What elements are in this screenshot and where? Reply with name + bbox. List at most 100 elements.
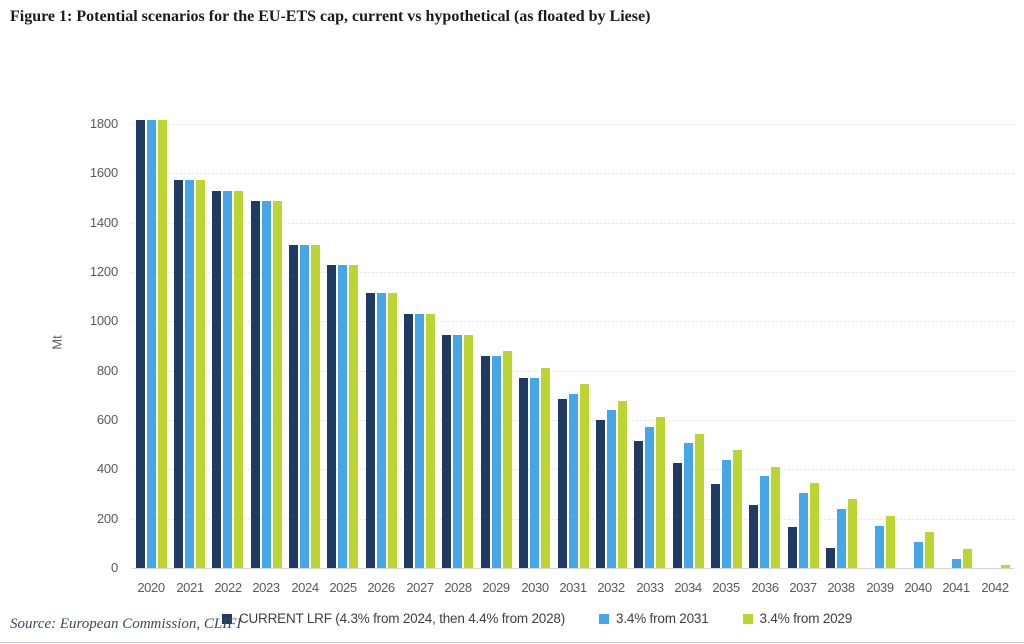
y-axis-title: Mt <box>49 335 65 350</box>
y-tick-label-600: 600 <box>96 412 118 427</box>
bar-2034-series2 <box>684 443 693 568</box>
y-tick-label-800: 800 <box>96 362 118 378</box>
bar-2036-series3 <box>771 467 780 568</box>
bar-2037-series3 <box>810 483 819 568</box>
gridline-1200 <box>132 272 1014 273</box>
y-tick-label-1000: 1000 <box>89 313 118 329</box>
x-tick-label-2041: 2041 <box>942 580 970 595</box>
x-tick-label-2029: 2029 <box>482 580 510 595</box>
bar-2022-series2 <box>223 191 232 568</box>
ets-cap-chart: Mt 0 200 400 600 800 1000 1200 1400 1600 1800 202… <box>0 40 1024 626</box>
bar-2041-series2 <box>952 559 961 568</box>
bar-2040-series2 <box>914 542 923 568</box>
bar-2032-series1 <box>596 420 605 568</box>
legend-item-3: 3.4% from 2029 <box>742 611 853 626</box>
bar-2032-series2 <box>607 410 616 568</box>
bar-2028-series1 <box>442 335 451 568</box>
plot-area <box>132 120 1014 569</box>
legend-label: 3.4% from 2031 <box>616 611 709 626</box>
x-tick-label-2025: 2025 <box>329 580 357 595</box>
x-tick-label-2038: 2038 <box>827 580 855 595</box>
bar-2038-series1 <box>826 548 835 568</box>
y-tick-label-0: 0 <box>110 560 118 575</box>
bar-2024-series2 <box>300 245 309 568</box>
x-tick-label-2024: 2024 <box>291 580 319 595</box>
bar-2036-series1 <box>749 505 758 568</box>
bar-2020-series2 <box>147 120 156 568</box>
legend-label: 3.4% from 2029 <box>759 611 853 626</box>
bar-2031-series2 <box>569 394 578 568</box>
bar-2039-series2 <box>875 526 884 568</box>
bar-2033-series1 <box>634 441 643 568</box>
x-tick-label-2034: 2034 <box>674 580 702 595</box>
bar-2021-series2 <box>185 180 194 568</box>
y-tick-label-1400: 1400 <box>89 214 118 230</box>
bar-2027-series2 <box>415 314 424 568</box>
y-tick-label-400: 400 <box>96 461 118 477</box>
bar-2022-series3 <box>234 191 243 568</box>
bar-2034-series3 <box>695 434 704 568</box>
bar-2025-series1 <box>327 265 336 568</box>
bar-2024-series1 <box>289 245 298 568</box>
gridline-800 <box>132 370 1014 372</box>
bar-2037-series1 <box>788 527 797 568</box>
bar-2040-series3 <box>925 532 934 568</box>
legend-swatch-icon <box>599 613 610 624</box>
bar-2037-series2 <box>799 493 808 568</box>
bar-2028-series2 <box>453 335 462 568</box>
bar-2027-series3 <box>426 314 435 568</box>
x-tick-label-2020: 2020 <box>137 580 165 595</box>
gridline-1600 <box>132 173 1014 175</box>
bar-2033-series2 <box>645 427 654 568</box>
bar-2029-series3 <box>503 351 512 568</box>
bar-2026-series2 <box>377 293 386 568</box>
bar-2020-series1 <box>136 120 145 568</box>
bar-2036-series2 <box>760 476 769 568</box>
legend-swatch-icon <box>742 613 753 624</box>
x-tick-label-2031: 2031 <box>559 580 587 595</box>
bar-2030-series3 <box>541 368 550 568</box>
x-tick-label-2039: 2039 <box>866 580 894 595</box>
bar-2038-series3 <box>848 499 857 568</box>
bar-2035-series3 <box>733 450 742 568</box>
bar-2030-series2 <box>530 378 539 568</box>
bar-2041-series3 <box>963 549 972 568</box>
x-tick-label-2040: 2040 <box>904 580 932 595</box>
bar-2027-series1 <box>404 314 413 568</box>
bar-2029-series1 <box>481 356 490 568</box>
x-tick-label-2037: 2037 <box>789 580 817 595</box>
x-tick-label-2023: 2023 <box>252 580 280 595</box>
bar-2026-series3 <box>388 293 397 568</box>
bar-2032-series3 <box>618 401 627 568</box>
bar-2033-series3 <box>656 417 665 568</box>
figure-title: Figure 1: Potential scenarios for the EU… <box>10 8 651 25</box>
bar-2023-series3 <box>273 201 282 568</box>
x-tick-label-2026: 2026 <box>367 580 395 595</box>
x-tick-label-2027: 2027 <box>406 580 434 595</box>
x-tick-label-2035: 2035 <box>712 580 740 595</box>
x-tick-label-2022: 2022 <box>214 580 242 595</box>
bar-2039-series3 <box>886 516 895 568</box>
bar-2023-series2 <box>262 201 271 568</box>
x-tick-label-2030: 2030 <box>521 580 549 595</box>
bar-2034-series1 <box>673 463 682 568</box>
bar-2035-series2 <box>722 460 731 568</box>
bar-2028-series3 <box>464 335 473 568</box>
bottom-divider <box>0 642 1024 643</box>
legend-swatch-icon <box>221 613 232 624</box>
legend-label: CURRENT LRF (4.3% from 2024, then 4.4% f… <box>238 611 566 626</box>
bar-2021-series3 <box>196 180 205 568</box>
x-tick-label-2028: 2028 <box>444 580 472 595</box>
bar-2023-series1 <box>251 201 260 568</box>
y-tick-label-200: 200 <box>96 510 118 526</box>
gridline-1000 <box>132 321 1014 323</box>
y-tick-label-1800: 1800 <box>89 116 118 131</box>
bar-2031-series1 <box>558 399 567 568</box>
bar-2030-series1 <box>519 378 528 568</box>
bar-2022-series1 <box>212 191 221 568</box>
gridline-1400 <box>132 222 1014 224</box>
legend-item-2: 3.4% from 2031 <box>599 611 709 626</box>
x-tick-label-2042: 2042 <box>981 580 1009 595</box>
bar-2038-series2 <box>837 509 846 568</box>
